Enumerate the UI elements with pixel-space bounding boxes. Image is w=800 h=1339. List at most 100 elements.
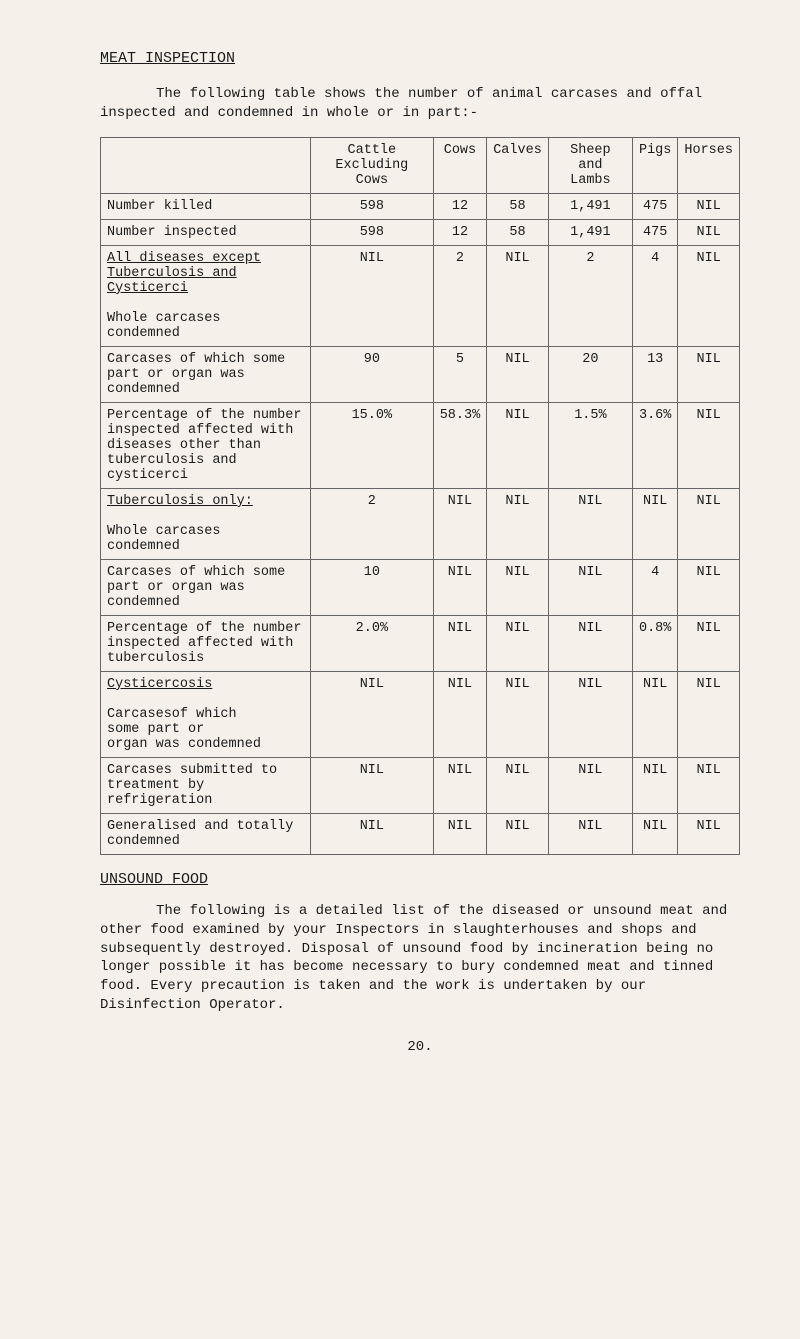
table-row: Generalised and totally condemnedNILNILN… xyxy=(101,813,740,854)
row-label: Carcases submitted to treatment by refri… xyxy=(101,757,311,813)
row-label: CysticercosisCarcasesof whichsome part o… xyxy=(101,671,311,757)
col-header-blank xyxy=(101,137,311,193)
cell: NIL xyxy=(632,757,677,813)
cell: NIL xyxy=(678,245,740,346)
table-row: Percentage of the number inspected affec… xyxy=(101,402,740,488)
cell: NIL xyxy=(487,245,549,346)
cell: NIL xyxy=(678,671,740,757)
cell: NIL xyxy=(678,193,740,219)
cell: NIL xyxy=(678,813,740,854)
cell: 90 xyxy=(311,346,434,402)
table-row: Carcases of which some part or organ was… xyxy=(101,559,740,615)
cell: NIL xyxy=(487,402,549,488)
cell: 4 xyxy=(632,559,677,615)
cell: NIL xyxy=(487,488,549,559)
cell: NIL xyxy=(678,559,740,615)
inspection-table: Cattle Excluding Cows Cows Calves Sheep … xyxy=(100,137,740,855)
col-header-calves: Calves xyxy=(487,137,549,193)
cell: 13 xyxy=(632,346,677,402)
table-row: Percentage of the number inspected affec… xyxy=(101,615,740,671)
cell: NIL xyxy=(678,402,740,488)
cell: 1,491 xyxy=(548,219,632,245)
cell: NIL xyxy=(548,813,632,854)
cell: NIL xyxy=(311,671,434,757)
cell: NIL xyxy=(678,346,740,402)
col-header-horses: Horses xyxy=(678,137,740,193)
cell: 3.6% xyxy=(632,402,677,488)
row-label: Generalised and totally condemned xyxy=(101,813,311,854)
cell: NIL xyxy=(632,671,677,757)
cell: NIL xyxy=(678,219,740,245)
table-row: All diseases exceptTuberculosis andCysti… xyxy=(101,245,740,346)
page-heading: MEAT INSPECTION xyxy=(100,50,740,67)
unsound-food-para: The following is a detailed list of the … xyxy=(100,902,740,1015)
cell: NIL xyxy=(678,757,740,813)
cell: NIL xyxy=(433,488,487,559)
intro-text: The following table shows the number of … xyxy=(100,85,740,123)
table-row: Carcases submitted to treatment by refri… xyxy=(101,757,740,813)
cell: 1,491 xyxy=(548,193,632,219)
cell: NIL xyxy=(433,813,487,854)
row-label: Percentage of the number inspected affec… xyxy=(101,402,311,488)
row-label: All diseases exceptTuberculosis andCysti… xyxy=(101,245,311,346)
cell: NIL xyxy=(487,346,549,402)
cell: 2 xyxy=(548,245,632,346)
cell: 475 xyxy=(632,193,677,219)
table-row: Number inspected59812581,491475NIL xyxy=(101,219,740,245)
table-body: Number killed59812581,491475NILNumber in… xyxy=(101,193,740,854)
cell: 12 xyxy=(433,219,487,245)
cell: 5 xyxy=(433,346,487,402)
cell: 1.5% xyxy=(548,402,632,488)
cell: 58 xyxy=(487,219,549,245)
cell: NIL xyxy=(433,559,487,615)
cell: 58 xyxy=(487,193,549,219)
cell: NIL xyxy=(433,615,487,671)
cell: NIL xyxy=(632,488,677,559)
row-label: Number killed xyxy=(101,193,311,219)
cell: NIL xyxy=(678,488,740,559)
cell: 12 xyxy=(433,193,487,219)
cell: NIL xyxy=(548,671,632,757)
cell: 598 xyxy=(311,193,434,219)
cell: NIL xyxy=(487,559,549,615)
row-label: Carcases of which some part or organ was… xyxy=(101,346,311,402)
table-row: Tuberculosis only:Whole carcasescondemne… xyxy=(101,488,740,559)
cell: 10 xyxy=(311,559,434,615)
cell: NIL xyxy=(311,813,434,854)
cell: 15.0% xyxy=(311,402,434,488)
table-row: CysticercosisCarcasesof whichsome part o… xyxy=(101,671,740,757)
table-row: Number killed59812581,491475NIL xyxy=(101,193,740,219)
col-header-sheep: Sheep and Lambs xyxy=(548,137,632,193)
row-label: Carcases of which some part or organ was… xyxy=(101,559,311,615)
unsound-food-heading: UNSOUND FOOD xyxy=(100,871,740,888)
cell: 4 xyxy=(632,245,677,346)
cell: NIL xyxy=(678,615,740,671)
cell: 2 xyxy=(433,245,487,346)
cell: NIL xyxy=(487,813,549,854)
row-label: Tuberculosis only:Whole carcasescondemne… xyxy=(101,488,311,559)
cell: 475 xyxy=(632,219,677,245)
cell: NIL xyxy=(311,757,434,813)
table-row: Carcases of which some part or organ was… xyxy=(101,346,740,402)
cell: 2.0% xyxy=(311,615,434,671)
cell: NIL xyxy=(487,671,549,757)
cell: NIL xyxy=(548,559,632,615)
cell: NIL xyxy=(548,615,632,671)
cell: NIL xyxy=(433,671,487,757)
table-header-row: Cattle Excluding Cows Cows Calves Sheep … xyxy=(101,137,740,193)
cell: NIL xyxy=(487,757,549,813)
col-header-cattle: Cattle Excluding Cows xyxy=(311,137,434,193)
cell: NIL xyxy=(548,488,632,559)
cell: 58.3% xyxy=(433,402,487,488)
cell: NIL xyxy=(433,757,487,813)
cell: 20 xyxy=(548,346,632,402)
cell: 0.8% xyxy=(632,615,677,671)
row-label: Percentage of the number inspected affec… xyxy=(101,615,311,671)
col-header-pigs: Pigs xyxy=(632,137,677,193)
row-label: Number inspected xyxy=(101,219,311,245)
cell: 598 xyxy=(311,219,434,245)
cell: NIL xyxy=(632,813,677,854)
cell: NIL xyxy=(548,757,632,813)
col-header-cows: Cows xyxy=(433,137,487,193)
cell: NIL xyxy=(311,245,434,346)
